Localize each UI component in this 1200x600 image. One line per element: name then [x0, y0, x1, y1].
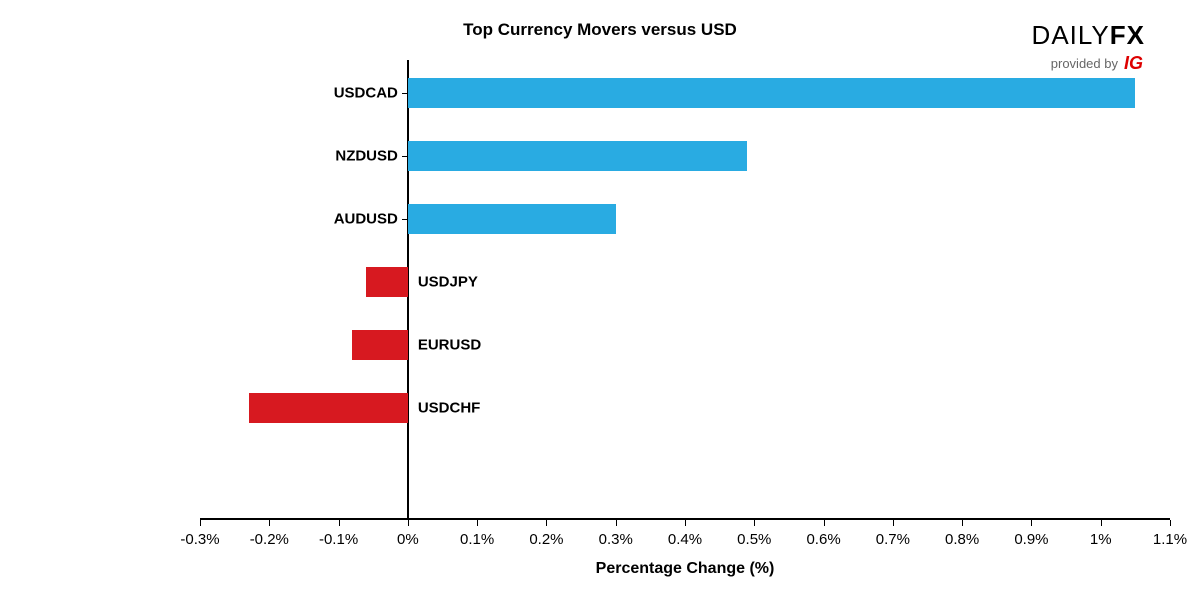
x-tick-label: 0.4%: [668, 531, 702, 548]
x-tick-label: 1%: [1090, 531, 1112, 548]
x-tick: [339, 520, 340, 526]
bar: [352, 330, 407, 360]
x-tick: [200, 520, 201, 526]
bar: [366, 267, 408, 297]
x-tick: [477, 520, 478, 526]
x-tick: [1101, 520, 1102, 526]
x-tick-label: -0.3%: [180, 531, 219, 548]
x-tick-label: -0.2%: [250, 531, 289, 548]
x-tick-label: 0.8%: [945, 531, 979, 548]
bar-label: USDJPY: [418, 274, 478, 291]
logo-text-bold: FX: [1110, 20, 1145, 50]
x-tick-label: 1.1%: [1153, 531, 1187, 548]
logo-text-light: DAILY: [1032, 20, 1110, 50]
x-tick-label: 0.1%: [460, 531, 494, 548]
x-tick-label: 0%: [397, 531, 419, 548]
x-tick: [893, 520, 894, 526]
bar-row: [200, 267, 1170, 297]
x-tick-label: 0.5%: [737, 531, 771, 548]
x-tick-label: 0.2%: [529, 531, 563, 548]
plot-area: Percentage Change (%) -0.3%-0.2%-0.1%0%0…: [200, 60, 1170, 520]
bar-label: EURUSD: [418, 337, 481, 354]
x-tick: [685, 520, 686, 526]
bar: [408, 141, 748, 171]
bar-row: [200, 330, 1170, 360]
bar: [249, 393, 408, 423]
chart-title: Top Currency Movers versus USD: [50, 20, 1150, 40]
x-tick-label: 0.7%: [876, 531, 910, 548]
bar-row: [200, 393, 1170, 423]
bar-label: USDCHF: [418, 400, 481, 417]
bar-label: AUDUSD: [334, 211, 398, 228]
x-tick: [824, 520, 825, 526]
x-tick-label: 0.3%: [599, 531, 633, 548]
bar: [408, 204, 616, 234]
x-axis-title: Percentage Change (%): [200, 560, 1170, 578]
x-tick: [269, 520, 270, 526]
x-tick: [1031, 520, 1032, 526]
x-tick: [546, 520, 547, 526]
bar: [408, 78, 1136, 108]
x-tick-label: -0.1%: [319, 531, 358, 548]
x-tick: [616, 520, 617, 526]
x-tick: [754, 520, 755, 526]
x-tick: [408, 520, 409, 526]
x-tick-label: 0.6%: [806, 531, 840, 548]
x-tick-label: 0.9%: [1014, 531, 1048, 548]
x-tick: [1170, 520, 1171, 526]
bar-label: USDCAD: [334, 85, 398, 102]
x-tick: [962, 520, 963, 526]
bar-label: NZDUSD: [335, 148, 398, 165]
